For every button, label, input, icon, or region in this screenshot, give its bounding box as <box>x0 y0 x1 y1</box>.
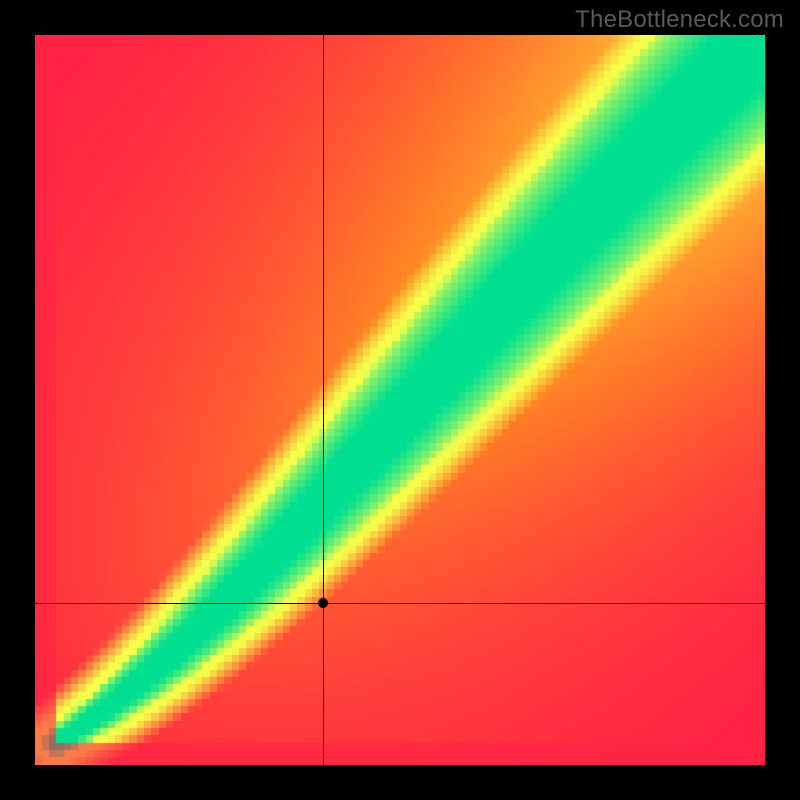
watermark-text: TheBottleneck.com <box>575 6 784 34</box>
chart-frame: TheBottleneck.com <box>0 0 800 800</box>
crosshair-vertical <box>323 35 324 765</box>
crosshair-marker <box>318 598 328 608</box>
crosshair-horizontal <box>35 603 765 604</box>
heatmap-canvas <box>35 35 765 765</box>
heatmap-plot <box>35 35 765 765</box>
